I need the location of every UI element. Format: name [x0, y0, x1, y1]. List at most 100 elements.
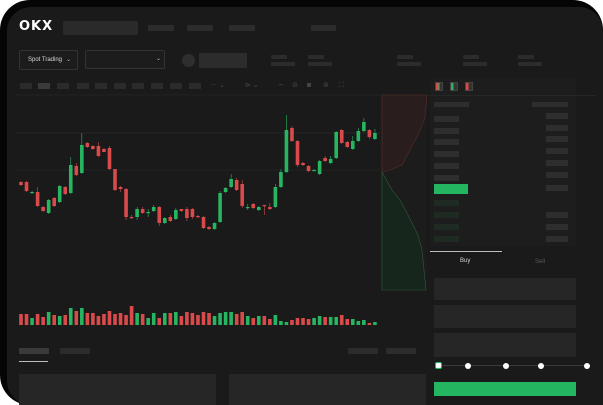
candle-body	[19, 182, 23, 185]
slider-stop-25[interactable]	[465, 363, 471, 369]
timeframe-button[interactable]	[77, 83, 89, 89]
nav-item[interactable]	[311, 25, 336, 31]
candlestick-chart[interactable]	[0, 0, 430, 330]
order-amount[interactable]	[546, 236, 568, 242]
ask-price[interactable]	[434, 175, 459, 181]
fullscreen-icon[interactable]: ⛶	[339, 82, 344, 89]
order-book-bids-icon[interactable]	[450, 82, 458, 91]
tab-order-history[interactable]	[60, 348, 90, 354]
candle-body	[102, 149, 106, 152]
ask-price[interactable]	[434, 139, 459, 145]
candle-body	[80, 145, 84, 173]
okx-logo[interactable]: OKX	[19, 19, 54, 34]
order-amount[interactable]	[546, 224, 568, 230]
candle-body	[295, 141, 300, 165]
drawing-icon[interactable]: ⊘	[292, 82, 298, 89]
filter-button[interactable]	[386, 348, 416, 354]
timeframe-button[interactable]	[189, 83, 201, 89]
camera-icon[interactable]: ◙	[307, 82, 312, 89]
bid-price[interactable]	[434, 224, 459, 230]
tab-buy[interactable]: Buy	[460, 258, 471, 264]
timeframe-button[interactable]	[20, 83, 32, 89]
order-amount[interactable]	[546, 160, 568, 166]
timeframe-button[interactable]	[95, 83, 107, 89]
candle	[306, 165, 311, 172]
candle-body	[323, 158, 327, 161]
price-input[interactable]	[434, 278, 576, 300]
order-amount[interactable]	[546, 172, 568, 178]
volume-bar	[80, 308, 84, 325]
candle	[317, 160, 322, 175]
volume-bar	[362, 320, 366, 325]
order-amount[interactable]	[546, 125, 568, 131]
candle-body	[284, 130, 289, 172]
indicator-icon[interactable]: ∼	[278, 82, 284, 89]
candle-body	[345, 142, 350, 147]
total-input[interactable]	[434, 333, 576, 357]
ask-price[interactable]	[434, 151, 459, 157]
amount-slider-handle[interactable]	[435, 362, 442, 369]
candle-body	[328, 159, 333, 163]
settings-icon[interactable]: ⊛	[323, 82, 329, 89]
candle	[151, 205, 156, 212]
tab-sell[interactable]: Sell	[535, 259, 546, 265]
bid-price[interactable]	[434, 236, 459, 242]
pair-selector-dropdown[interactable]: ⌄	[85, 50, 165, 69]
tab-open-orders[interactable]	[19, 348, 49, 354]
bid-price[interactable]	[434, 200, 459, 206]
order-amount[interactable]	[546, 113, 568, 119]
candle-body	[129, 217, 134, 219]
timeframe-button[interactable]	[132, 83, 144, 89]
amount-slider-track[interactable]	[440, 365, 588, 366]
slider-stop-100[interactable]	[584, 363, 590, 369]
volume-bar	[107, 311, 112, 325]
timeframe-button[interactable]	[57, 83, 69, 89]
candle-body	[212, 223, 217, 229]
candle	[218, 191, 222, 223]
volume-bar	[91, 313, 95, 325]
slider-stop-75[interactable]	[538, 363, 544, 369]
candle	[290, 126, 294, 142]
slider-stop-50[interactable]	[503, 363, 509, 369]
candle-body	[356, 131, 361, 141]
indicator-dropdown[interactable]: ⊳ ⌄	[245, 82, 259, 89]
chart-type-dropdown[interactable]: ⋯ ⌄	[210, 82, 225, 89]
amount-input[interactable]	[434, 305, 576, 328]
candle	[162, 217, 167, 224]
bid-price[interactable]	[434, 212, 459, 218]
chevron-down-icon: ⌄	[66, 57, 72, 63]
order-book-both-icon[interactable]	[435, 82, 443, 91]
order-amount[interactable]	[546, 148, 568, 154]
candle-body	[151, 207, 156, 211]
nav-item[interactable]	[148, 25, 174, 31]
candle	[30, 191, 34, 194]
candle	[212, 222, 217, 230]
filter-button[interactable]	[348, 348, 378, 354]
nav-item[interactable]	[187, 25, 213, 31]
search-bar[interactable]	[63, 21, 138, 35]
buy-submit-button[interactable]	[434, 382, 576, 396]
candle	[256, 206, 261, 211]
order-amount[interactable]	[546, 212, 568, 218]
order-amount[interactable]	[546, 136, 568, 142]
volume-bar	[19, 314, 23, 325]
ask-price[interactable]	[434, 163, 459, 169]
nav-item[interactable]	[229, 25, 255, 31]
timeframe-button-active[interactable]	[38, 83, 50, 89]
candle	[356, 128, 361, 142]
timeframe-button[interactable]	[151, 83, 163, 89]
order-book-asks-icon[interactable]	[465, 82, 473, 91]
volume-bar	[256, 316, 261, 325]
trading-mode-dropdown[interactable]: Spot Trading ⌄	[19, 50, 78, 70]
timeframe-button[interactable]	[114, 83, 126, 89]
volume-bar	[356, 321, 361, 325]
timeframe-button[interactable]	[170, 83, 182, 89]
volume-bar	[240, 312, 244, 325]
order-amount[interactable]	[546, 185, 568, 191]
candle	[323, 156, 327, 162]
ask-price[interactable]	[434, 128, 459, 134]
volume-bar	[290, 320, 294, 325]
candle-body	[312, 170, 316, 172]
ask-price[interactable]	[434, 116, 459, 122]
candle-body	[245, 207, 250, 209]
